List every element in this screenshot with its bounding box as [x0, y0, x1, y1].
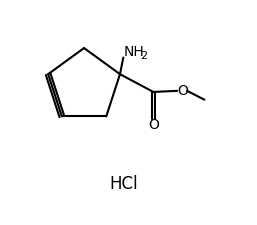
Text: HCl: HCl: [110, 175, 138, 193]
Text: O: O: [148, 118, 159, 132]
Text: 2: 2: [140, 51, 147, 61]
Text: O: O: [177, 84, 188, 98]
Text: NH: NH: [123, 45, 144, 59]
